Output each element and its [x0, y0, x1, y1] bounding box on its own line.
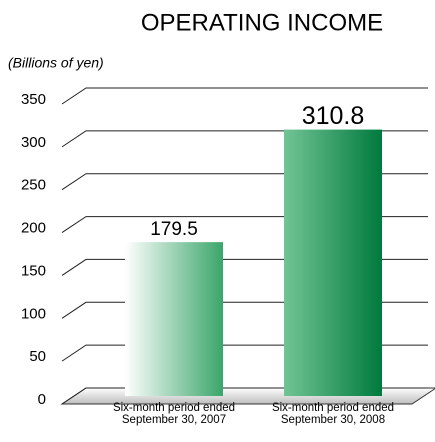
y-tick-label: 250 [21, 177, 46, 194]
bar [284, 129, 382, 396]
y-tick-label: 300 [21, 134, 46, 151]
value-label: 310.8 [302, 102, 365, 130]
x-tick-label: Six-month period ended September 30, 200… [271, 402, 395, 426]
y-axis-label: (Billions of yen) [8, 55, 104, 71]
bar-background [280, 107, 386, 128]
bar-background [121, 220, 227, 241]
y-tick-label: 350 [21, 91, 46, 108]
y-tick-label: 50 [29, 348, 46, 365]
value-label: 179.5 [150, 219, 198, 240]
grid-line [61, 87, 428, 105]
y-tick-label: 150 [21, 262, 46, 279]
x-tick-label: Six-month period ended September 30, 200… [112, 402, 236, 426]
bar [125, 242, 223, 396]
y-tick-label: 100 [21, 305, 46, 322]
y-tick-label: 200 [21, 220, 46, 237]
y-tick-label: 0 [38, 391, 46, 408]
chart-title: OPERATING INCOME [141, 9, 383, 36]
